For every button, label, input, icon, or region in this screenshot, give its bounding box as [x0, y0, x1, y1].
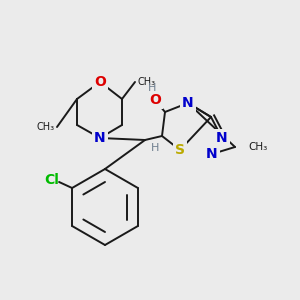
Text: N: N	[182, 96, 194, 110]
Text: CH₃: CH₃	[37, 122, 55, 132]
Text: CH₃: CH₃	[137, 77, 155, 87]
Text: N: N	[206, 147, 218, 161]
Text: CH₃: CH₃	[248, 142, 267, 152]
Text: H: H	[151, 143, 159, 153]
Text: Cl: Cl	[45, 173, 59, 187]
Text: N: N	[94, 131, 106, 145]
Text: H: H	[148, 83, 156, 93]
Text: N: N	[216, 131, 228, 145]
Text: O: O	[149, 93, 161, 107]
Text: S: S	[175, 143, 185, 157]
Text: O: O	[94, 75, 106, 89]
